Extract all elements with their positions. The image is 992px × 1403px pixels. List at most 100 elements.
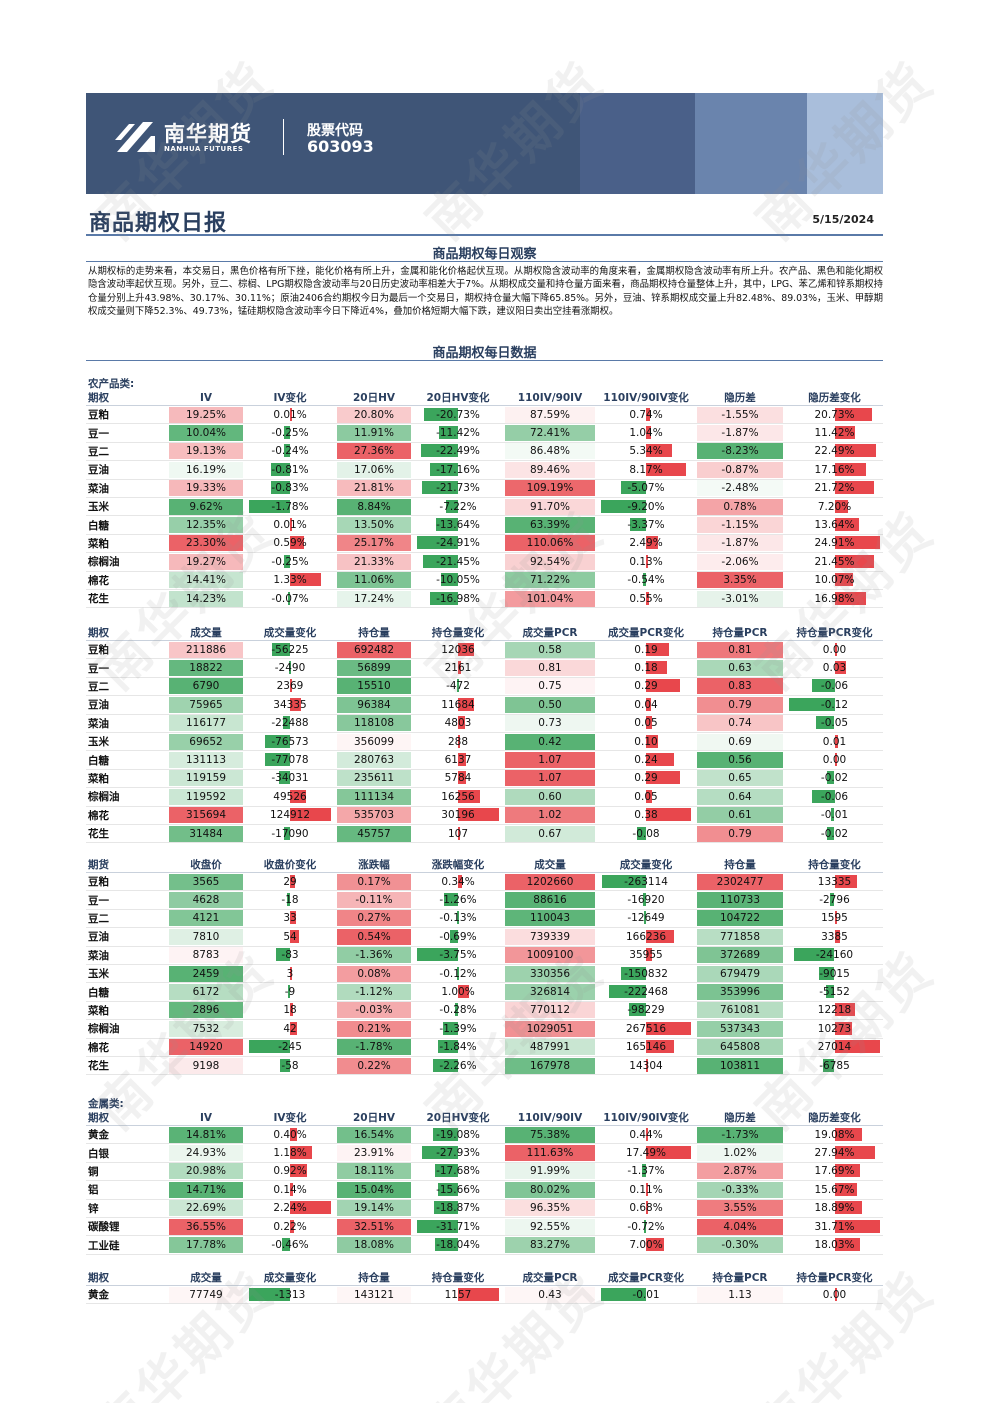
table-cell: 7810 xyxy=(166,927,246,947)
table-cell: 0.01% xyxy=(246,405,334,425)
row-label: 白糖 xyxy=(86,982,166,1002)
table-cell: 11684 xyxy=(414,695,502,715)
column-header: 期权 xyxy=(86,390,166,406)
row-label: 棉花 xyxy=(86,806,166,825)
table-cell: 13.64% xyxy=(786,515,883,535)
table-cell: -150832 xyxy=(598,964,694,984)
value-bar xyxy=(454,1003,458,1017)
value-bar xyxy=(646,1127,648,1141)
table-cell: 10.04% xyxy=(166,423,246,443)
table-cell: 34335 xyxy=(246,695,334,715)
table-cell: 771858 xyxy=(694,927,786,947)
table-cell: 1.33% xyxy=(246,571,334,590)
value-bar xyxy=(834,661,846,675)
column-header: 成交量 xyxy=(502,857,598,873)
table-cell: 9198 xyxy=(166,1056,246,1076)
value-bar xyxy=(439,426,458,440)
table-cell: 19.13% xyxy=(166,442,246,462)
value-bar xyxy=(290,966,292,980)
table-cell: -17090 xyxy=(246,824,334,844)
value-bar xyxy=(646,591,649,605)
value-bar xyxy=(284,444,290,458)
table-cell: 18.89% xyxy=(786,1199,883,1218)
table-cell: 13335 xyxy=(786,872,883,892)
value-bar xyxy=(811,789,835,803)
table-cell: 23.91% xyxy=(334,1143,414,1163)
table-cell: 36.55% xyxy=(166,1217,246,1237)
table-cell: 49526 xyxy=(246,787,334,807)
table-cell: 0.14% xyxy=(246,1180,334,1200)
column-header: 20日HV xyxy=(334,1110,414,1126)
value-bar xyxy=(834,1201,862,1215)
table-cell: -0.69% xyxy=(414,927,502,947)
table-row: 豆二 6790 2369 15510 -472 0.75 0.29 0.83 -0.06 xyxy=(86,677,883,697)
table-cell: 0.00 xyxy=(786,1285,883,1305)
table-cell: 3.55% xyxy=(694,1199,786,1218)
value-bar xyxy=(629,1003,646,1017)
table-cell: 119592 xyxy=(166,787,246,807)
table-cell: 487991 xyxy=(502,1038,598,1057)
table-cell: 7.00% xyxy=(598,1235,694,1255)
table-cell: 77749 xyxy=(166,1285,246,1305)
value-bar xyxy=(642,1164,646,1178)
table-cell: 0.54% xyxy=(334,927,414,947)
table-cell: 14.71% xyxy=(166,1180,246,1200)
table-cell: -98229 xyxy=(598,1001,694,1021)
table-cell: 15.67% xyxy=(786,1180,883,1200)
table-cell: 27014 xyxy=(786,1038,883,1057)
table-cell: 18822 xyxy=(166,658,246,678)
value-bar xyxy=(834,573,853,587)
row-label: 玉米 xyxy=(86,964,166,984)
row-label: 碳酸锂 xyxy=(86,1217,166,1237)
table-cell: 20.73% xyxy=(786,405,883,425)
column-header: 110IV/90IV变化 xyxy=(598,1110,694,1126)
value-bar xyxy=(834,591,866,605)
table-cell: -0.25% xyxy=(246,552,334,572)
table-cell: 17.24% xyxy=(334,589,414,609)
value-bar xyxy=(834,753,837,767)
column-header: 110IV/90IV xyxy=(502,1110,598,1126)
table-row: 豆一 18822 -2490 56899 2161 0.81 0.18 0.63 0.03 xyxy=(86,658,883,678)
table-cell: 288 xyxy=(414,732,502,752)
column-header: 20日HV xyxy=(334,390,414,406)
row-label: 棕榈油 xyxy=(86,552,166,572)
table-cell: 6137 xyxy=(414,750,502,770)
value-bar xyxy=(421,1146,458,1160)
table-cell: 0.29 xyxy=(598,769,694,789)
column-header: 持仓量变化 xyxy=(414,625,502,641)
table-row: 豆油 7810 54 0.54% -0.69% 739339 166236 771858 338… xyxy=(86,927,883,947)
table-cell: 24.93% xyxy=(166,1143,246,1163)
table-cell: 0.68% xyxy=(598,1199,694,1218)
table-cell: 1202660 xyxy=(502,872,598,892)
column-header: IV xyxy=(166,390,246,406)
table-cell: -19.08% xyxy=(414,1125,502,1145)
table-cell: -0.06 xyxy=(786,787,883,807)
table-cell: 0.65 xyxy=(694,769,786,789)
table-cell: -1.55% xyxy=(694,405,786,425)
table-cell: 0.50 xyxy=(502,695,598,715)
value-bar xyxy=(834,426,856,440)
value-bar xyxy=(288,985,291,999)
table-cell: 1157 xyxy=(414,1285,502,1305)
table-cell: -0.28% xyxy=(414,1001,502,1021)
table-cell: 0.05 xyxy=(598,787,694,807)
table-cell: -18 xyxy=(246,890,334,910)
table-cell: -1.84% xyxy=(414,1038,502,1057)
table-cell: 75965 xyxy=(166,695,246,715)
table-cell: 17.49% xyxy=(598,1143,694,1163)
table-cell: -21.45% xyxy=(414,552,502,572)
table-cell: 0.11% xyxy=(598,1180,694,1200)
table-cell: 13.50% xyxy=(334,515,414,535)
table-cell: 101.04% xyxy=(502,589,598,609)
table-cell: 2459 xyxy=(166,964,246,984)
value-bar xyxy=(646,536,659,550)
row-label: 豆油 xyxy=(86,927,166,947)
table-cell: 0.01 xyxy=(786,732,883,752)
value-bar xyxy=(621,481,646,495)
table-cell: 12.35% xyxy=(166,515,246,535)
value-bar xyxy=(826,826,835,840)
table-cell: 0.81 xyxy=(502,658,598,678)
table-cell: 109.19% xyxy=(502,479,598,498)
value-bar xyxy=(423,407,458,421)
table-cell: -83 xyxy=(246,946,334,965)
